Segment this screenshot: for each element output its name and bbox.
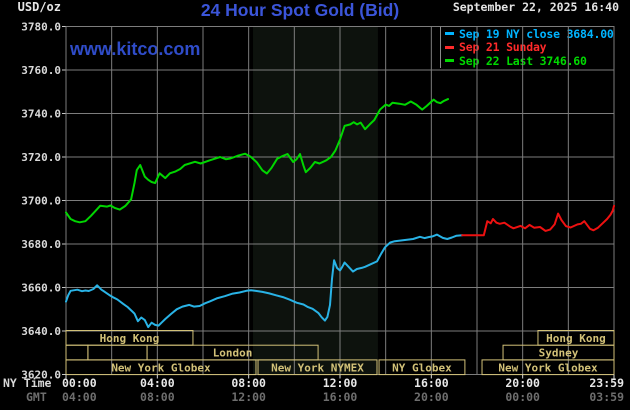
- session-label: Sydney: [539, 347, 579, 360]
- legend: Sep 19 NY close 3684.00 Sep 21 Sunday Se…: [440, 27, 618, 68]
- x-tick-label-gmt: 04:00: [62, 390, 97, 404]
- x-tick-label-gmt: 08:00: [140, 390, 175, 404]
- session-label: New York Globex: [498, 361, 598, 374]
- session-box: [65, 359, 257, 376]
- legend-dash-icon: [445, 59, 454, 63]
- legend-item-label: Sep 22 Last 3746.60: [459, 53, 587, 68]
- session-label: New York NYMEX: [271, 361, 364, 374]
- x-axis-row1-label: NY Time: [3, 376, 52, 390]
- y-tick-label: 3740.0: [21, 108, 61, 121]
- session-box: [257, 359, 378, 376]
- x-tick-label-ny: 20:00: [505, 376, 540, 390]
- x-tick-label-ny: 16:00: [414, 376, 449, 390]
- legend-item: Sep 19 NY close 3684.00: [444, 27, 618, 41]
- price-line-sep-22-last: [65, 98, 449, 224]
- session-label: NY Globex: [392, 361, 452, 374]
- x-tick-label-ny: 00:00: [62, 376, 97, 390]
- legend-item: Sep 21 Sunday: [444, 40, 618, 55]
- price-line-sep-21-sunday: [461, 204, 615, 237]
- x-tick-label-ny: 23:59: [589, 376, 624, 390]
- y-tick-label: 3720.0: [21, 151, 61, 164]
- x-tick-label-ny: 08:00: [231, 376, 266, 390]
- legend-item-label: Sep 19 NY close 3684.00: [459, 26, 614, 41]
- session-label: London: [213, 347, 253, 360]
- datetime-label: September 22, 2025 16:40: [452, 0, 619, 14]
- y-tick-label: 3660.0: [21, 282, 61, 295]
- legend-dash-icon: [445, 32, 454, 36]
- price-line-sep-19-ny-close: [65, 233, 464, 329]
- y-tick-label: 3680.0: [21, 238, 61, 251]
- session-label: Hong Kong: [100, 332, 160, 345]
- page-title: 24 Hour Spot Gold (Bid): [200, 0, 400, 20]
- x-tick-label-gmt: 03:59: [589, 390, 624, 404]
- y-tick-label: 3640.0: [21, 325, 61, 338]
- session-box: [87, 344, 148, 361]
- legend-item-label: Sep 21 Sunday: [459, 40, 547, 55]
- legend-item: Sep 22 Last 3746.60: [444, 54, 618, 68]
- session-label: New York Globex: [111, 361, 211, 374]
- kitco-watermark-link[interactable]: www.kitco.com: [70, 39, 201, 59]
- x-axis-row2-label: GMT: [26, 390, 47, 404]
- session-label: Hong Kong: [546, 332, 606, 345]
- x-tick-label-gmt: 12:00: [231, 390, 266, 404]
- y-tick-label: 3700.0: [21, 195, 61, 208]
- session-box: [481, 359, 615, 376]
- session-box: [378, 359, 466, 376]
- x-tick-label-gmt: 00:00: [505, 390, 540, 404]
- legend-dash-icon: [445, 45, 454, 49]
- x-tick-label-ny: 04:00: [140, 376, 175, 390]
- session-box: [65, 344, 89, 361]
- x-tick-label-gmt: 20:00: [414, 390, 449, 404]
- y-tick-label: 3780.0: [21, 21, 61, 34]
- y-tick-label: 3620.0: [21, 369, 61, 382]
- x-tick-label-gmt: 16:00: [323, 390, 358, 404]
- x-tick-label-ny: 12:00: [323, 376, 358, 390]
- unit-label: USD/oz: [17, 0, 61, 14]
- y-tick-label: 3760.0: [21, 64, 61, 77]
